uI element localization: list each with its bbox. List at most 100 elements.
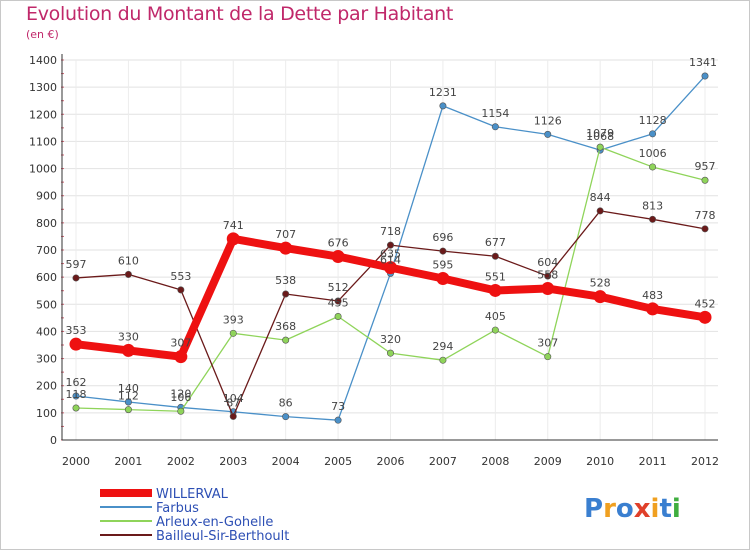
data-point-willerval: [541, 282, 555, 296]
data-label-arleux-en-gohelle: 368: [275, 320, 296, 333]
data-point-bailleul-sir-berthoult: [282, 290, 290, 298]
x-tick-label: 2012: [691, 455, 719, 468]
data-point-arleux-en-gohelle: [334, 312, 342, 320]
data-point-bailleul-sir-berthoult: [596, 207, 604, 215]
data-point-bailleul-sir-berthoult: [439, 247, 447, 255]
data-label-bailleul-sir-berthoult: 813: [642, 199, 663, 212]
data-label-willerval: 452: [695, 297, 716, 310]
y-tick-label: 500: [36, 298, 57, 311]
x-tick-label: 2004: [272, 455, 300, 468]
data-label-arleux-en-gohelle: 1006: [639, 147, 667, 160]
x-tick-label: 2008: [481, 455, 509, 468]
data-point-arleux-en-gohelle: [124, 406, 132, 414]
data-point-farbus: [282, 413, 290, 421]
data-point-arleux-en-gohelle: [701, 176, 709, 184]
data-point-bailleul-sir-berthoult: [544, 272, 552, 280]
legend: WILLERVALFarbusArleux-en-GohelleBailleul…: [100, 487, 289, 544]
data-label-willerval: 558: [537, 269, 558, 282]
y-tick-label: 800: [36, 217, 57, 230]
chart-title: Evolution du Montant de la Dette par Hab…: [26, 3, 454, 25]
data-point-farbus: [72, 392, 80, 400]
data-point-bailleul-sir-berthoult: [649, 215, 657, 223]
data-point-willerval: [488, 283, 502, 297]
data-point-bailleul-sir-berthoult: [701, 225, 709, 233]
data-label-arleux-en-gohelle: 957: [695, 160, 716, 173]
data-label-farbus: 1231: [429, 86, 457, 99]
data-point-arleux-en-gohelle: [229, 329, 237, 337]
data-point-arleux-en-gohelle: [596, 143, 604, 151]
series-lines: [69, 72, 712, 424]
data-label-arleux-en-gohelle: 393: [223, 313, 244, 326]
proxiti-logo: Proxiti: [584, 494, 681, 524]
y-tick-label: 1200: [29, 108, 57, 121]
y-tick-label: 200: [36, 380, 57, 393]
data-label-willerval: 353: [66, 324, 87, 337]
y-tick-label: 600: [36, 271, 57, 284]
data-label-willerval: 741: [223, 219, 244, 232]
data-label-bailleul-sir-berthoult: 604: [537, 256, 558, 269]
data-point-farbus: [124, 398, 132, 406]
data-point-farbus: [334, 416, 342, 424]
y-tick-label: 700: [36, 244, 57, 257]
data-label-bailleul-sir-berthoult: 538: [275, 274, 296, 287]
data-label-farbus: 104: [223, 392, 244, 405]
x-tick-label: 2000: [62, 455, 90, 468]
data-label-willerval: 483: [642, 289, 663, 302]
data-label-farbus: 120: [170, 387, 191, 400]
data-label-willerval: 595: [432, 259, 453, 272]
x-tick-label: 2006: [377, 455, 405, 468]
data-label-willerval: 635: [380, 248, 401, 261]
data-point-willerval: [646, 302, 660, 316]
data-label-farbus: 1068: [586, 130, 614, 143]
legend-label-arleux-en-gohelle: Arleux-en-Gohelle: [156, 515, 273, 530]
data-point-bailleul-sir-berthoult: [334, 297, 342, 305]
legend-label-farbus: Farbus: [156, 501, 199, 516]
data-point-bailleul-sir-berthoult: [72, 274, 80, 282]
logo-letter: t: [659, 494, 671, 524]
x-tick-label: 2005: [324, 455, 352, 468]
data-point-bailleul-sir-berthoult: [177, 286, 185, 294]
data-label-arleux-en-gohelle: 294: [432, 340, 453, 353]
y-tick-label: 1000: [29, 163, 57, 176]
data-label-farbus: 86: [279, 397, 293, 410]
data-label-arleux-en-gohelle: 106: [170, 391, 191, 404]
data-label-bailleul-sir-berthoult: 512: [328, 281, 349, 294]
data-label-arleux-en-gohelle: 1079: [586, 127, 614, 140]
axes: 0 100 200 300 400 500 600 700 800 900 1000 1100 1200…: [29, 54, 719, 468]
data-label-farbus: 1341: [689, 56, 717, 69]
data-point-bailleul-sir-berthoult: [229, 412, 237, 420]
x-tick-label: 2003: [219, 455, 247, 468]
data-label-bailleul-sir-berthoult: 844: [590, 191, 611, 204]
data-label-arleux-en-gohelle: 118: [66, 388, 87, 401]
data-point-arleux-en-gohelle: [386, 349, 394, 357]
data-point-arleux-en-gohelle: [439, 356, 447, 364]
data-point-arleux-en-gohelle: [72, 404, 80, 412]
data-point-willerval: [698, 310, 712, 324]
data-point-willerval: [121, 343, 135, 357]
data-label-arleux-en-gohelle: 112: [118, 390, 139, 403]
logo-text: Proxiti: [584, 494, 681, 524]
data-label-willerval: 307: [170, 337, 191, 350]
y-tick-label: 1100: [29, 135, 57, 148]
data-point-farbus: [439, 102, 447, 110]
data-point-willerval: [384, 261, 397, 275]
data-label-farbus: 162: [66, 376, 87, 389]
data-point-farbus: [649, 130, 657, 138]
data-point-willerval: [331, 250, 345, 264]
data-label-bailleul-sir-berthoult: 778: [695, 209, 716, 222]
data-point-willerval: [436, 272, 450, 285]
y-tick-label: 1400: [29, 54, 57, 67]
data-point-farbus: [544, 130, 552, 138]
data-point-bailleul-sir-berthoult: [386, 241, 394, 249]
x-tick-label: 2010: [586, 455, 614, 468]
data-label-willerval: 707: [275, 228, 296, 241]
data-point-farbus: [491, 123, 499, 131]
x-tick-label: 2007: [429, 455, 457, 468]
legend-label-bailleul-sir-berthoult: Bailleul-Sir-Berthoult: [156, 529, 289, 544]
grid: [62, 59, 718, 440]
logo-letter: x: [634, 494, 651, 524]
data-point-willerval: [279, 241, 293, 255]
logo-letter: r: [603, 494, 616, 524]
x-tick-label: 2001: [114, 455, 142, 468]
y-tick-label: 1300: [29, 81, 57, 94]
